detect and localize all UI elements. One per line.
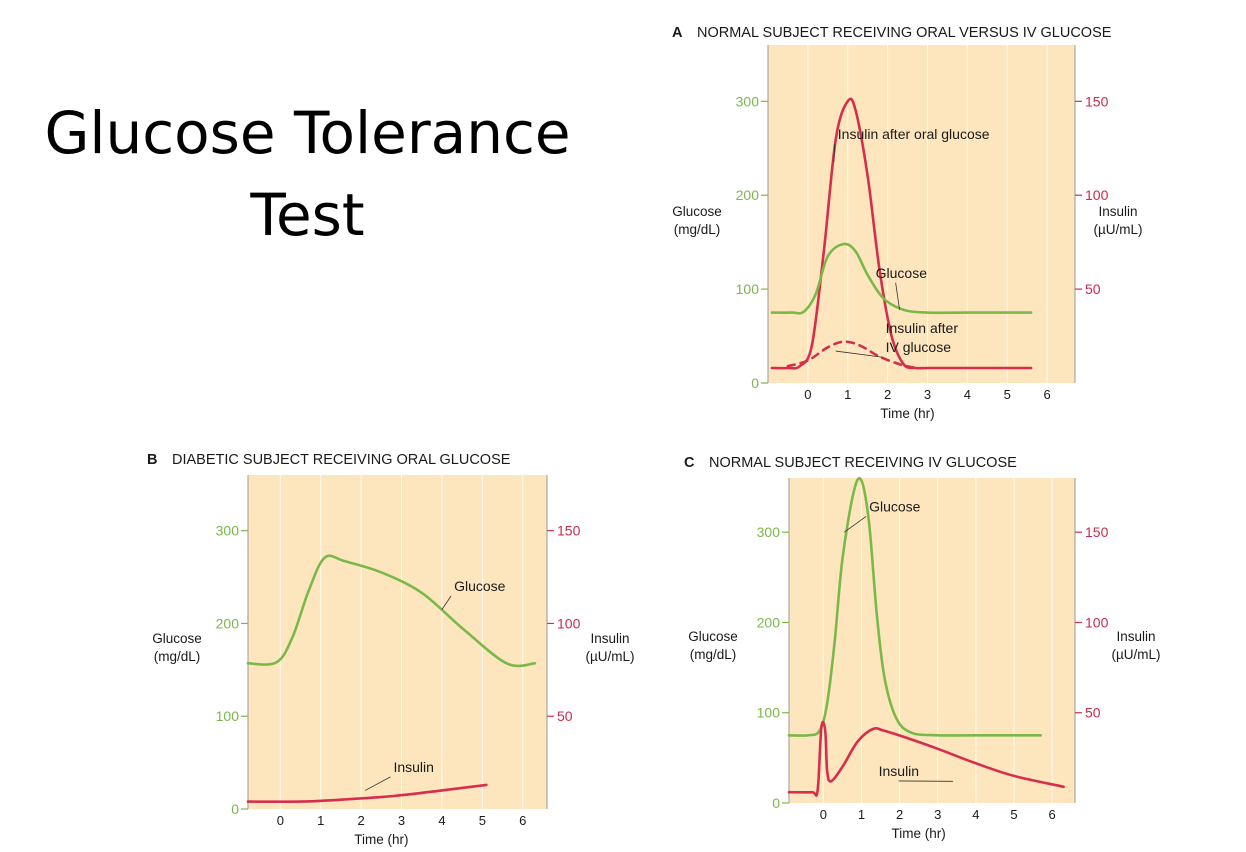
panel-title: NORMAL SUBJECT RECEIVING IV GLUCOSE <box>709 455 1017 471</box>
tick-label-left: 200 <box>736 187 760 203</box>
tick-label-right: 150 <box>1085 524 1109 540</box>
y-axis-label-right: Insulin <box>1116 629 1155 644</box>
annotation-label: Glucose <box>454 578 506 594</box>
tick-label-right: 50 <box>1085 705 1101 721</box>
panel-title: NORMAL SUBJECT RECEIVING ORAL VERSUS IV … <box>697 25 1112 41</box>
tick-label-x: 5 <box>1004 387 1011 402</box>
tick-label-left: 300 <box>736 93 760 109</box>
annotation-label: Glucose <box>876 265 928 281</box>
tick-label-x: 4 <box>972 807 979 822</box>
tick-label-right: 50 <box>1085 281 1101 297</box>
y-axis-label-left: Glucose <box>672 204 722 219</box>
series-line-insulin <box>246 783 488 804</box>
tick-label-x: 3 <box>398 813 405 828</box>
tick-label-x: 0 <box>820 807 827 822</box>
y-axis-label-right: (µU/mL) <box>1093 222 1142 237</box>
tick-label-x: 4 <box>964 387 971 402</box>
tick-label-right: 150 <box>1085 93 1109 109</box>
tick-label-right: 100 <box>1085 187 1109 203</box>
tick-label-x: 5 <box>1010 807 1017 822</box>
tick-label-x: 5 <box>479 813 486 828</box>
annotation-leader <box>895 282 900 310</box>
tick-label-x: 6 <box>1049 807 1056 822</box>
tick-label-x: 1 <box>858 807 865 822</box>
x-axis-label: Time (hr) <box>880 406 934 421</box>
slide-title-line-2: Test <box>250 181 365 249</box>
tick-label-x: 0 <box>804 387 811 402</box>
tick-label-left: 100 <box>736 281 760 297</box>
tick-label-right: 50 <box>557 708 573 724</box>
series-line-glucose <box>770 242 1033 315</box>
tick-label-x: 1 <box>844 387 851 402</box>
tick-label-left: 0 <box>751 375 759 391</box>
y-axis-label-left: (mg/dL) <box>154 649 201 664</box>
annotation-label: Insulin <box>879 763 919 779</box>
tick-label-right: 100 <box>557 615 581 631</box>
annotation-label: Insulin after <box>886 320 959 336</box>
tick-label-x: 4 <box>438 813 445 828</box>
tick-label-left: 100 <box>216 708 240 724</box>
chart-panel-a: 0 100 200 300 50 100 150 0 1 2 3 4 5 6 Time (hr) Glucos… <box>672 25 1143 421</box>
tick-label-x: 2 <box>358 813 365 828</box>
series-line-insulin <box>787 720 1065 797</box>
tick-label-left: 200 <box>757 614 781 630</box>
annotation-label: IV glucose <box>886 339 952 355</box>
tick-label-left: 0 <box>772 795 780 811</box>
panel-letter: A <box>672 25 683 41</box>
slide-title-line-1: Glucose Tolerance <box>44 99 571 167</box>
tick-label-x: 0 <box>277 813 284 828</box>
panel-letter: C <box>684 455 695 471</box>
y-axis-label-right: Insulin <box>590 631 629 646</box>
tick-label-right: 150 <box>557 523 581 539</box>
y-axis-label-left: Glucose <box>152 631 202 646</box>
series-line-insulin-after-iv-glucose <box>786 340 917 370</box>
slide-title: Glucose Tolerance Test <box>0 92 615 256</box>
tick-label-x: 3 <box>924 387 931 402</box>
y-axis-label-right: (µU/mL) <box>585 649 634 664</box>
panel-letter: B <box>147 452 157 468</box>
tick-label-x: 6 <box>519 813 526 828</box>
tick-label-x: 3 <box>934 807 941 822</box>
tick-label-x: 2 <box>884 387 891 402</box>
y-axis-label-right: (µU/mL) <box>1111 647 1160 662</box>
tick-label-left: 300 <box>216 523 240 539</box>
annotation-label: Insulin <box>393 759 433 775</box>
chart-panel-c: 0 100 200 300 50 100 150 0 1 2 3 4 5 6 Time (hr) Glucos… <box>684 455 1161 841</box>
annotation-label: Insulin after oral glucose <box>838 126 990 142</box>
tick-label-left: 0 <box>231 801 239 817</box>
y-axis-label-right: Insulin <box>1098 204 1137 219</box>
series-line-glucose <box>787 477 1042 737</box>
plot-area <box>789 478 1075 803</box>
y-axis-label-left: (mg/dL) <box>690 647 737 662</box>
plot-area <box>248 475 547 809</box>
x-axis-label: Time (hr) <box>354 832 408 847</box>
annotation-leader <box>833 143 836 163</box>
series-line-glucose <box>246 554 537 668</box>
tick-label-x: 1 <box>317 813 324 828</box>
x-axis-label: Time (hr) <box>892 826 946 841</box>
annotation-leader <box>364 776 391 791</box>
annotation-leader <box>441 595 452 610</box>
tick-label-x: 6 <box>1043 387 1050 402</box>
y-axis-label-left: Glucose <box>688 629 738 644</box>
tick-label-right: 100 <box>1085 614 1109 630</box>
chart-panel-b: 0 100 200 300 50 100 150 0 1 2 3 4 5 6 Time (hr) Glucos… <box>147 452 635 847</box>
annotation-label: Glucose <box>869 498 921 514</box>
annotation-leader <box>844 516 867 533</box>
annotation-leader <box>835 350 883 358</box>
panel-title: DIABETIC SUBJECT RECEIVING ORAL GLUCOSE <box>172 452 511 468</box>
tick-label-left: 100 <box>757 705 781 721</box>
y-axis-label-left: (mg/dL) <box>674 222 721 237</box>
tick-label-left: 200 <box>216 615 240 631</box>
series-line-insulin-after-oral-glucose <box>770 97 1033 370</box>
tick-label-left: 300 <box>757 524 781 540</box>
tick-label-x: 2 <box>896 807 903 822</box>
plot-area <box>768 45 1075 383</box>
